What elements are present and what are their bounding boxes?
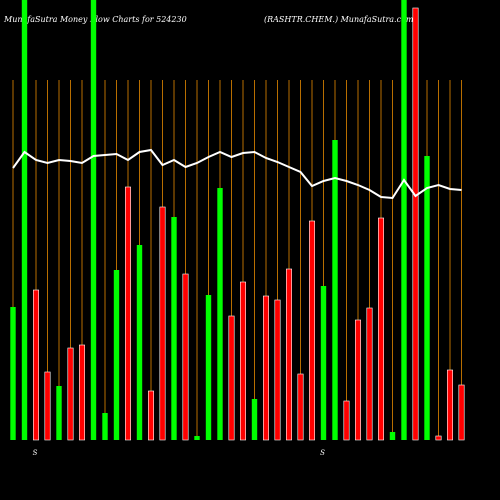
bar [32, 289, 39, 441]
bar [389, 432, 396, 440]
bar [21, 0, 28, 440]
bar [435, 435, 442, 441]
bar [251, 399, 258, 440]
bar [10, 307, 16, 440]
bar [79, 344, 86, 441]
bar [308, 220, 315, 441]
bar [90, 0, 97, 440]
bar [332, 140, 338, 440]
bar [102, 413, 108, 440]
bar [366, 307, 373, 441]
bar [262, 295, 269, 441]
bar [205, 295, 212, 440]
bar [412, 7, 419, 441]
bar [182, 273, 189, 441]
bar [343, 400, 350, 441]
bar [44, 371, 51, 441]
bar [159, 206, 166, 441]
bar [228, 315, 235, 441]
bar [136, 245, 143, 440]
x-tick-label: S [320, 449, 325, 457]
bar [424, 156, 430, 440]
money-flow-line [12, 148, 462, 200]
bar [56, 386, 62, 440]
bar [217, 188, 223, 440]
bar [171, 217, 177, 440]
bar [148, 390, 155, 441]
bar [458, 384, 465, 441]
bar [285, 268, 292, 441]
bar [240, 281, 247, 441]
bar [320, 286, 327, 440]
x-tick-label: S [33, 449, 38, 457]
bar [354, 319, 361, 441]
bar [113, 270, 120, 440]
bar [125, 186, 132, 441]
bar [446, 369, 453, 441]
bar [297, 373, 304, 441]
bar [401, 0, 407, 440]
bar [377, 217, 384, 441]
bar [274, 299, 281, 441]
bar [194, 436, 200, 440]
chart-subtitle: (RASHTR.CHEM.) MunafaSutra.com [264, 15, 414, 24]
bar [67, 347, 74, 441]
